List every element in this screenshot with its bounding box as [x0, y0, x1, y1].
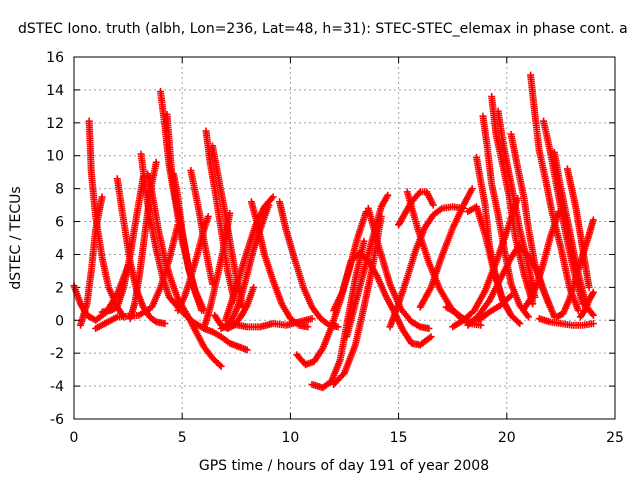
- point-marker: [589, 320, 597, 328]
- point-marker: [589, 216, 597, 224]
- satellite-track: [576, 288, 597, 321]
- point-marker: [427, 333, 435, 341]
- point-marker: [555, 208, 563, 216]
- point-marker: [308, 315, 316, 323]
- satellite-track: [98, 173, 147, 316]
- satellite-track: [247, 198, 312, 331]
- point-marker: [217, 362, 225, 370]
- satellite-track: [174, 213, 212, 314]
- point-marker: [304, 323, 312, 331]
- y-tick-label: 16: [46, 50, 64, 66]
- x-tick-label: 15: [390, 430, 408, 446]
- y-tick-label: 12: [46, 116, 64, 132]
- satellite-track: [178, 308, 251, 354]
- point-marker: [226, 209, 234, 217]
- y-tick-label: -6: [50, 412, 64, 428]
- axis-ticks: 0 5 10 15 20 25 -6 -4 -2 0 2 4 6 8 10 12 14 16: [46, 50, 624, 446]
- point-marker: [589, 288, 597, 296]
- y-tick-label: 14: [46, 83, 64, 99]
- point-marker: [98, 193, 106, 201]
- satellite-track: [364, 204, 433, 332]
- satellite-track: [527, 71, 582, 314]
- satellite-track: [464, 241, 524, 329]
- point-marker: [204, 213, 212, 221]
- satellite-track: [386, 203, 468, 331]
- x-axis-label: GPS time / hours of day 191 of year 2008: [199, 458, 489, 474]
- satellite-track: [187, 167, 216, 288]
- x-tick-label: 10: [281, 430, 299, 446]
- y-tick-label: -4: [50, 379, 64, 395]
- y-tick-label: 4: [55, 247, 64, 263]
- point-marker: [243, 346, 251, 354]
- point-marker: [334, 323, 342, 331]
- satellite-track: [226, 315, 316, 331]
- y-tick-label: -2: [50, 346, 64, 362]
- point-marker: [589, 311, 597, 319]
- y-tick-label: 8: [55, 182, 64, 198]
- satellite-track: [479, 112, 532, 321]
- x-tick-label: 5: [178, 430, 187, 446]
- data-points: [70, 71, 597, 392]
- point-marker: [360, 237, 368, 245]
- satellite-track: [170, 170, 206, 313]
- y-axis-label: dSTEC / TECUs: [8, 186, 24, 289]
- satellite-track: [211, 283, 258, 332]
- point-marker: [585, 283, 593, 291]
- satellite-track: [416, 185, 476, 311]
- point-marker: [574, 306, 582, 314]
- point-marker: [250, 283, 258, 291]
- point-marker: [550, 313, 558, 321]
- satellite-track: [293, 208, 370, 369]
- y-tick-label: 6: [55, 215, 64, 231]
- point-marker: [269, 193, 277, 201]
- point-marker: [429, 201, 437, 209]
- point-marker: [425, 325, 433, 332]
- satellite-track: [276, 198, 342, 331]
- point-marker: [161, 320, 169, 328]
- y-tick-label: 10: [46, 149, 64, 165]
- point-marker: [152, 158, 160, 166]
- point-marker: [198, 305, 206, 313]
- point-marker: [507, 311, 515, 319]
- point-marker: [216, 361, 224, 369]
- x-tick-label: 25: [606, 430, 624, 446]
- y-tick-label: 0: [55, 313, 64, 329]
- chart-title: dSTEC Iono. truth (albh, Lon=236, Lat=48…: [18, 21, 628, 37]
- point-marker: [384, 191, 392, 199]
- plot-frame: [73, 56, 616, 420]
- y-tick-label: 2: [55, 280, 64, 296]
- point-marker: [514, 318, 522, 326]
- satellite-track: [144, 170, 225, 370]
- point-marker: [524, 313, 532, 321]
- satellite-track: [200, 209, 234, 332]
- satellite-track: [520, 208, 563, 313]
- x-tick-label: 0: [70, 430, 79, 446]
- x-tick-label: 20: [498, 430, 516, 446]
- point-marker: [477, 321, 485, 329]
- satellite-track: [563, 165, 593, 291]
- point-marker: [516, 320, 524, 328]
- satellite-track: [535, 315, 597, 329]
- point-marker: [468, 185, 476, 193]
- satellite-track: [516, 242, 558, 321]
- satellite-track: [330, 249, 435, 349]
